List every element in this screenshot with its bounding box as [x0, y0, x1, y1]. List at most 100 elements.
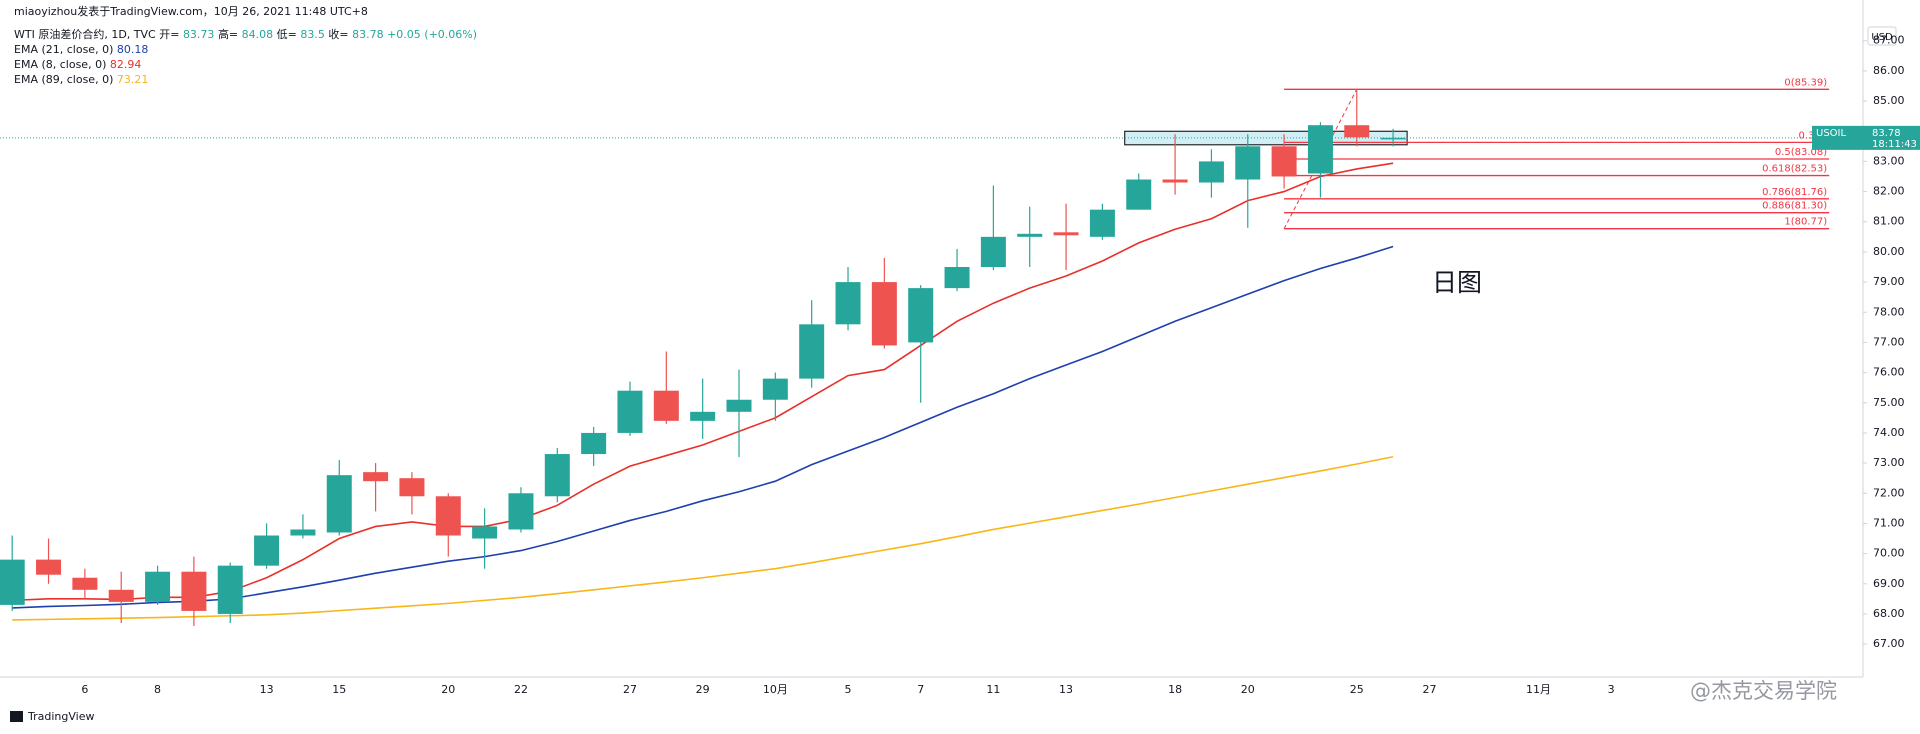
y-tick-label: 73.00	[1873, 456, 1905, 469]
candle-body	[1271, 146, 1297, 177]
legend-entry: EMA (89, close, 0) 73.21	[14, 72, 477, 87]
x-tick-label: 20	[441, 683, 455, 696]
candle-body	[1126, 179, 1152, 210]
candle-body	[1344, 125, 1370, 138]
x-tick-label: 25	[1350, 683, 1364, 696]
candle-body	[944, 266, 970, 289]
legend-value: 80.18	[116, 43, 149, 56]
x-tick-label: 11	[986, 683, 1000, 696]
y-tick-label: 77.00	[1873, 335, 1905, 348]
y-tick-label: 86.00	[1873, 64, 1905, 77]
candle-body	[581, 432, 607, 455]
ohlc-label: 收=	[328, 28, 349, 41]
y-tick-label: 83.00	[1873, 154, 1905, 167]
candle-body	[290, 529, 316, 536]
candle-body	[435, 496, 461, 536]
candle-body	[653, 390, 679, 421]
candle-body	[1235, 146, 1261, 180]
price-label-value: 83.78	[1872, 128, 1901, 139]
annotation: 日图	[1432, 268, 1482, 297]
brand: TradingView	[27, 710, 94, 723]
y-tick-label: 71.00	[1873, 516, 1905, 529]
candle-body	[399, 478, 425, 497]
symbol-line: WTI 原油差价合约, 1D, TVC 开= 83.73 高= 84.08 低=…	[14, 27, 477, 42]
x-tick-label: 8	[154, 683, 161, 696]
symbol-title: WTI 原油差价合约, 1D, TVC	[14, 28, 156, 41]
y-tick-label: 87.00	[1873, 34, 1905, 47]
x-tick-label: 3	[1608, 683, 1615, 696]
ohlc-value: 83.78	[352, 28, 384, 41]
candle-body	[72, 577, 98, 590]
candle-body	[1089, 209, 1115, 237]
brand-logo	[10, 711, 23, 722]
fib-label: 0.5(83.08)	[1775, 147, 1827, 158]
candle-body	[871, 282, 897, 346]
legend-name: EMA (8, close, 0)	[14, 58, 107, 71]
x-tick-label: 15	[332, 683, 346, 696]
y-tick-label: 75.00	[1873, 396, 1905, 409]
ema-legend: EMA (21, close, 0) 80.18 EMA (8, close, …	[14, 42, 477, 87]
price-label-symbol: USOIL	[1816, 128, 1846, 139]
candle-body	[36, 559, 62, 575]
y-tick-label: 85.00	[1873, 94, 1905, 107]
fib-label: 0.886(81.30)	[1762, 201, 1827, 212]
candle-body	[1198, 161, 1224, 183]
currency: USD	[1871, 32, 1893, 43]
x-tick-label: 22	[514, 683, 528, 696]
candle-body	[1162, 179, 1188, 183]
candle-body	[508, 493, 534, 530]
legend-name: EMA (21, close, 0)	[14, 43, 114, 56]
candle-body	[835, 282, 861, 325]
ohlc-value: 83.5	[300, 28, 325, 41]
candle-body	[762, 378, 788, 400]
candle-body	[799, 324, 825, 379]
y-tick-label: 67.00	[1873, 637, 1905, 650]
ohlc-label: 高=	[217, 28, 239, 41]
legend-entry: EMA (8, close, 0) 82.94	[14, 57, 477, 72]
y-tick-label: 72.00	[1873, 486, 1905, 499]
x-tick-label: 18	[1168, 683, 1182, 696]
candle-body	[1017, 233, 1043, 237]
y-tick-label: 69.00	[1873, 577, 1905, 590]
x-tick-label: 5	[845, 683, 852, 696]
ohlc-value: 84.08	[241, 28, 274, 41]
candle-body	[145, 571, 171, 602]
y-tick-label: 81.00	[1873, 215, 1905, 228]
y-tick-label: 80.00	[1873, 245, 1905, 258]
y-tick-label: 76.00	[1873, 366, 1905, 379]
ohlc-legend: 开= 83.73 高= 84.08 低= 83.5 收= 83.78	[159, 28, 387, 41]
legend-value: 82.94	[109, 58, 142, 71]
y-tick-label: 74.00	[1873, 426, 1905, 439]
candle-body	[690, 411, 716, 421]
candle-body	[1380, 137, 1406, 140]
fib-label: 1(80.77)	[1784, 217, 1827, 228]
legend-name: EMA (89, close, 0)	[14, 73, 114, 86]
candle-body	[217, 565, 243, 614]
candle-body	[0, 559, 25, 605]
candle-body	[1053, 232, 1079, 236]
ohlc-label: 开=	[159, 28, 180, 41]
legend-entry: EMA (21, close, 0) 80.18	[14, 42, 477, 57]
y-tick-label: 79.00	[1873, 275, 1905, 288]
y-tick-label: 78.00	[1873, 305, 1905, 318]
x-tick-label: 29	[696, 683, 710, 696]
price-label-countdown: 18:11:43	[1872, 139, 1917, 150]
fib-label: 0.618(82.53)	[1762, 164, 1827, 175]
candle-body	[326, 475, 352, 533]
candle-body	[363, 472, 389, 482]
y-tick-label: 68.00	[1873, 607, 1905, 620]
ohlc-value: 83.73	[182, 28, 215, 41]
x-tick-label: 10月	[763, 683, 788, 696]
x-tick-label: 20	[1241, 683, 1255, 696]
fib-label: 0(85.39)	[1784, 77, 1827, 88]
x-tick-label: 13	[1059, 683, 1073, 696]
x-tick-label: 13	[260, 683, 274, 696]
price-label-box	[1812, 125, 1920, 150]
ohlc-label: 低=	[276, 28, 297, 41]
candle-body	[726, 399, 752, 412]
y-tick-label: 82.00	[1873, 185, 1905, 198]
x-tick-label: 27	[1422, 683, 1436, 696]
